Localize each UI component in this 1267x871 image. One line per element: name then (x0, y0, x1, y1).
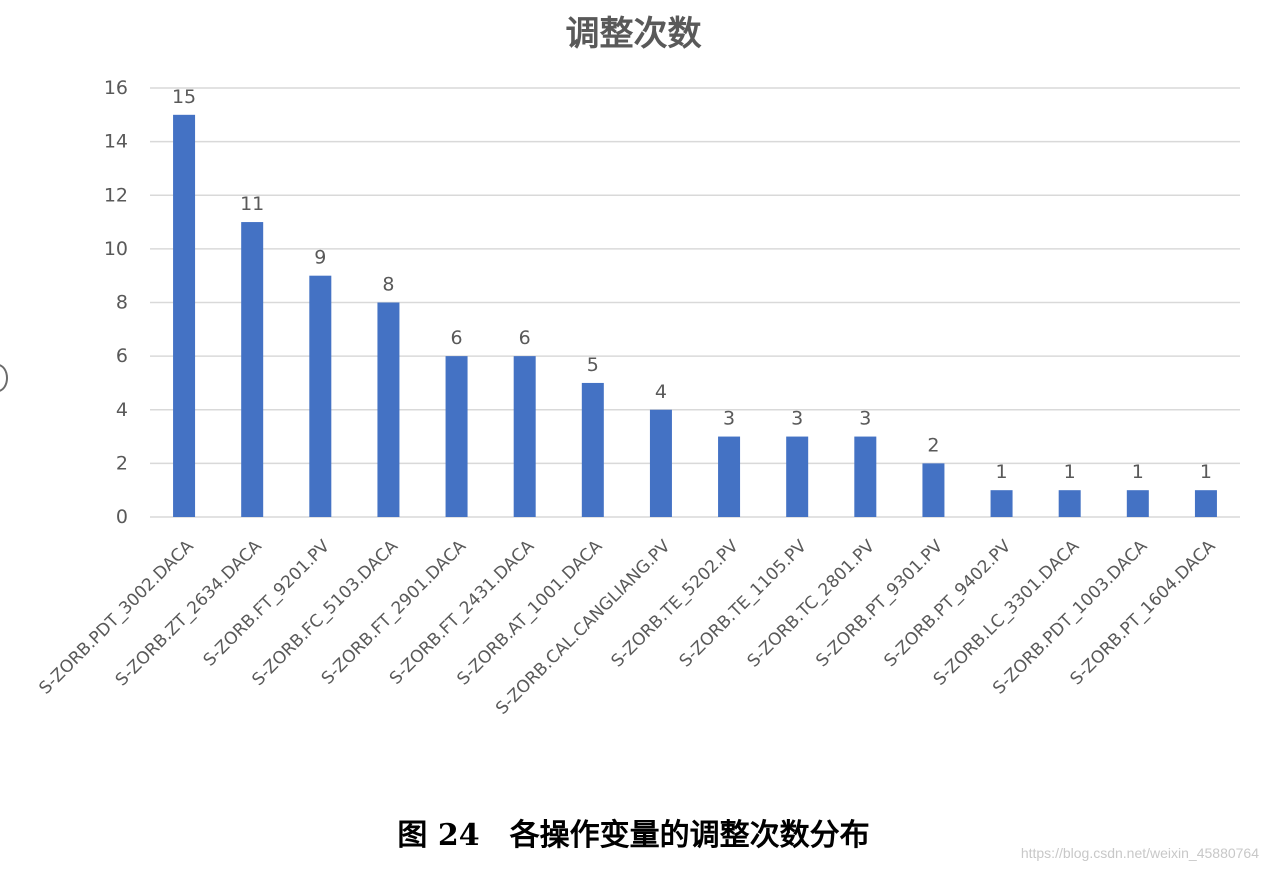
figure-caption: 图 24 各操作变量的调整次数分布 (0, 810, 1267, 854)
data-label-14: 1 (1064, 461, 1076, 483)
chart-title: 调整次数 (565, 14, 702, 54)
bar-5 (445, 356, 468, 517)
bar-1 (173, 114, 196, 517)
data-label-2: 11 (240, 193, 264, 215)
y-tick-label-2: 2 (116, 452, 128, 474)
y-tick-label-6: 6 (116, 345, 128, 367)
x-tick-label-10: S-ZORB.TE_1105.PV (676, 536, 811, 671)
bar-11 (854, 436, 877, 517)
y-tick-label-10: 10 (104, 238, 128, 260)
y-tick-label-4: 4 (116, 399, 128, 421)
bar-14 (1058, 490, 1081, 517)
y-tick-label-16: 16 (104, 77, 128, 99)
bar-9 (718, 436, 741, 517)
bar-16 (1194, 490, 1217, 517)
data-label-6: 6 (519, 327, 531, 349)
figure-caption-text: 各操作变量的调整次数分布 (509, 818, 870, 853)
bar-8 (649, 409, 672, 517)
x-tick-label-12: S-ZORB.PT_9301.PV (812, 536, 947, 671)
y-axis-tick-labels: 0 2 4 6 8 10 12 14 16 (104, 77, 128, 528)
data-label-10: 3 (791, 408, 803, 430)
y-tick-label-0: 0 (116, 506, 128, 528)
data-label-16: 1 (1200, 461, 1212, 483)
y-tick-label-12: 12 (104, 184, 128, 206)
figure-number: 图 24 (397, 818, 480, 853)
bar-6 (513, 356, 536, 517)
data-label-12: 2 (927, 434, 939, 456)
bar-2 (241, 222, 264, 517)
x-tick-label-9: S-ZORB.TE_5202.PV (608, 536, 743, 671)
bar-15 (1126, 490, 1149, 517)
data-label-4: 8 (382, 274, 394, 296)
data-label-7: 5 (587, 354, 599, 376)
x-tick-label-13: S-ZORB.PT_9402.PV (880, 536, 1015, 671)
bar-7 (581, 382, 604, 517)
x-tick-label-3: S-ZORB.FT_9201.PV (200, 536, 334, 670)
data-label-9: 3 (723, 408, 735, 430)
x-axis-tick-labels: S-ZORB.PDT_3002.DACAS-ZORB.ZT_2634.DACAS… (35, 536, 1219, 719)
bar-4 (377, 302, 400, 517)
bar-10 (786, 436, 809, 517)
grid-lines (150, 87, 1240, 518)
data-label-11: 3 (859, 408, 871, 430)
bars (173, 114, 1217, 517)
data-label-5: 6 (451, 327, 463, 349)
data-label-15: 1 (1132, 461, 1144, 483)
data-label-13: 1 (996, 461, 1008, 483)
watermark: https://blog.csdn.net/weixin_45880764 (1020, 845, 1259, 861)
data-label-3: 9 (314, 247, 326, 269)
x-tick-label-16: S-ZORB.PT_1604.DACA (1067, 536, 1220, 689)
bar-3 (309, 275, 332, 517)
data-label-8: 4 (655, 381, 667, 403)
y-tick-label-8: 8 (116, 292, 128, 314)
y-tick-label-14: 14 (104, 131, 128, 153)
x-tick-label-11: S-ZORB.TC_2801.PV (744, 536, 879, 671)
bar-12 (922, 463, 945, 517)
bar-13 (990, 490, 1013, 517)
data-label-1: 15 (172, 86, 196, 108)
